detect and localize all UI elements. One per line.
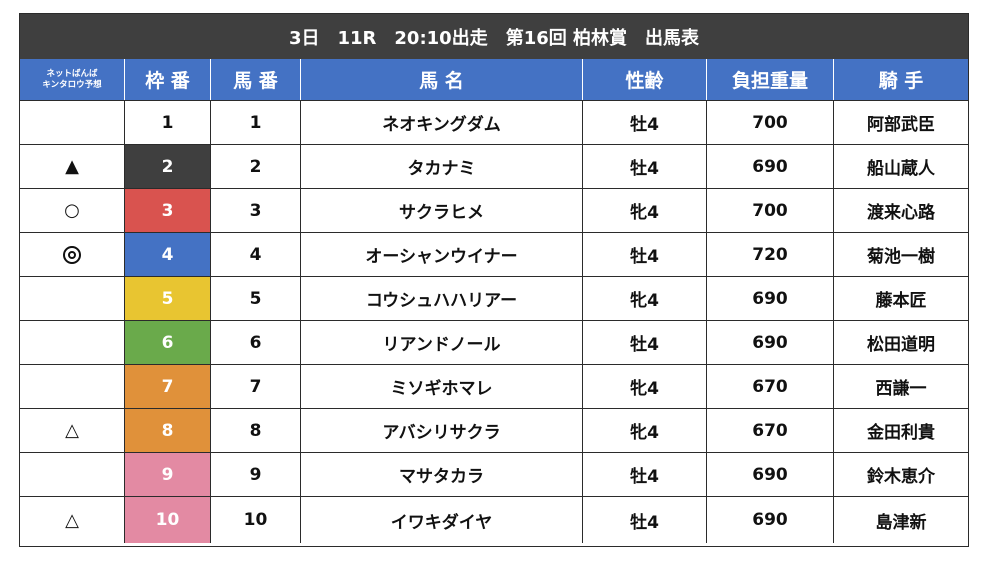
horse-name: コウシュハハリアー <box>301 277 583 320</box>
burden-weight: 670 <box>707 365 834 408</box>
white-triangle-icon: △ <box>65 420 79 441</box>
burden-weight: 690 <box>707 453 834 496</box>
prediction-mark-cell: △ <box>20 409 125 452</box>
jockey-name: 島津新 <box>875 512 927 533</box>
burden-weight: 720 <box>707 233 834 276</box>
header-prediction-line1: ネットばんば <box>46 68 98 79</box>
entries-body: 1 1 ネオキングダム 牡4 700 阿部武臣 ▲ 2 2 タカナミ 牡4 690 船山蔵人 ○ 3 3 サクラ… <box>20 100 968 543</box>
sex-age: 牝4 <box>583 277 707 320</box>
table-row: 1 1 ネオキングダム 牡4 700 阿部武臣 <box>20 100 968 144</box>
burden-weight: 690 <box>707 497 834 543</box>
table-row: 9 9 マサタカラ 牡4 690 鈴木恵介 <box>20 452 968 496</box>
jockey-name: 西謙一 <box>875 379 927 399</box>
jockey-name: 阿部武臣 <box>867 115 935 135</box>
horse-name: ミソギホマレ <box>301 365 583 408</box>
prediction-mark-cell: △ <box>20 497 125 543</box>
white-triangle-icon: △ <box>65 509 79 531</box>
sex-age: 牝4 <box>583 409 707 452</box>
burden-weight: 690 <box>707 145 834 188</box>
table-row: 6 6 リアンドノール 牡4 690 松田道明 <box>20 320 968 364</box>
horse-number: 10 <box>211 497 301 543</box>
waku-number: 4 <box>125 233 211 276</box>
entries-grid: ネットばんば キンタロウ予想 枠 番 馬 番 馬 名 性齢 負担重量 騎 手 1… <box>20 59 968 543</box>
waku-number: 9 <box>125 453 211 496</box>
table-row: 4 4 オーシャンウイナー 牡4 720 菊池一樹 <box>20 232 968 276</box>
header-weight: 負担重量 <box>707 59 834 100</box>
horse-name: タカナミ <box>301 145 583 188</box>
horse-name: オーシャンウイナー <box>301 233 583 276</box>
horse-number: 5 <box>211 277 301 320</box>
sex-age: 牡4 <box>583 497 707 543</box>
horse-number: 8 <box>211 409 301 452</box>
waku-number: 10 <box>125 497 211 543</box>
waku-number: 6 <box>125 321 211 364</box>
header-prediction-line2: キンタロウ予想 <box>42 79 102 90</box>
prediction-mark-cell <box>20 101 125 144</box>
prediction-mark-cell <box>20 321 125 364</box>
horse-name: サクラヒメ <box>301 189 583 232</box>
prediction-mark-cell <box>20 233 125 276</box>
waku-number: 8 <box>125 409 211 452</box>
jockey-name: 藤本匠 <box>875 291 927 311</box>
horse-name: リアンドノール <box>301 321 583 364</box>
burden-weight: 700 <box>707 189 834 232</box>
burden-weight: 690 <box>707 321 834 364</box>
header-umaban: 馬 番 <box>211 59 301 100</box>
waku-number: 1 <box>125 101 211 144</box>
header-prediction: ネットばんば キンタロウ予想 <box>20 59 125 100</box>
burden-weight: 700 <box>707 101 834 144</box>
waku-number: 7 <box>125 365 211 408</box>
table-row: △ 10 10 イワキダイヤ 牡4 690 島津新 <box>20 496 968 543</box>
jockey-name: 鈴木恵介 <box>867 467 935 487</box>
burden-weight: 690 <box>707 277 834 320</box>
horse-number: 1 <box>211 101 301 144</box>
double-circle-icon <box>63 245 81 264</box>
jockey-name: 船山蔵人 <box>867 159 935 179</box>
jockey-name: 菊池一樹 <box>867 247 935 267</box>
sex-age: 牝4 <box>583 189 707 232</box>
horse-name: ネオキングダム <box>301 101 583 144</box>
race-title: 3日 11R 20:10出走 第16回 柏林賞 出馬表 <box>20 14 968 59</box>
horse-name: マサタカラ <box>301 453 583 496</box>
race-card-table: 3日 11R 20:10出走 第16回 柏林賞 出馬表 ネットばんば キンタロウ… <box>19 13 969 547</box>
horse-name: イワキダイヤ <box>301 497 583 543</box>
jockey-name: 金田利貴 <box>867 423 935 443</box>
table-row: ▲ 2 2 タカナミ 牡4 690 船山蔵人 <box>20 144 968 188</box>
waku-number: 5 <box>125 277 211 320</box>
prediction-mark-cell <box>20 277 125 320</box>
horse-number: 6 <box>211 321 301 364</box>
sex-age: 牡4 <box>583 233 707 276</box>
burden-weight: 670 <box>707 409 834 452</box>
waku-number: 3 <box>125 189 211 232</box>
waku-number: 2 <box>125 145 211 188</box>
horse-number: 3 <box>211 189 301 232</box>
horse-number: 7 <box>211 365 301 408</box>
sex-age: 牡4 <box>583 101 707 144</box>
sex-age: 牝4 <box>583 365 707 408</box>
table-row: 7 7 ミソギホマレ 牝4 670 西謙一 <box>20 364 968 408</box>
table-row: 5 5 コウシュハハリアー 牝4 690 藤本匠 <box>20 276 968 320</box>
jockey-name: 渡来心路 <box>867 203 935 223</box>
horse-number: 4 <box>211 233 301 276</box>
sex-age: 牡4 <box>583 145 707 188</box>
sex-age: 牡4 <box>583 321 707 364</box>
header-jockey: 騎 手 <box>878 70 924 92</box>
table-row: ○ 3 3 サクラヒメ 牝4 700 渡来心路 <box>20 188 968 232</box>
header-sex-age: 性齢 <box>583 59 707 100</box>
header-waku: 枠 番 <box>125 59 211 100</box>
black-triangle-icon: ▲ <box>65 156 79 177</box>
white-circle-icon: ○ <box>64 200 80 221</box>
prediction-mark-cell <box>20 453 125 496</box>
horse-number: 9 <box>211 453 301 496</box>
horse-number: 2 <box>211 145 301 188</box>
prediction-mark-cell: ▲ <box>20 145 125 188</box>
sex-age: 牡4 <box>583 453 707 496</box>
header-row: ネットばんば キンタロウ予想 枠 番 馬 番 馬 名 性齢 負担重量 騎 手 <box>20 59 968 100</box>
prediction-mark-cell <box>20 365 125 408</box>
horse-name: アバシリサクラ <box>301 409 583 452</box>
jockey-name: 松田道明 <box>867 335 935 355</box>
header-horse-name: 馬 名 <box>301 59 583 100</box>
prediction-mark-cell: ○ <box>20 189 125 232</box>
table-row: △ 8 8 アバシリサクラ 牝4 670 金田利貴 <box>20 408 968 452</box>
